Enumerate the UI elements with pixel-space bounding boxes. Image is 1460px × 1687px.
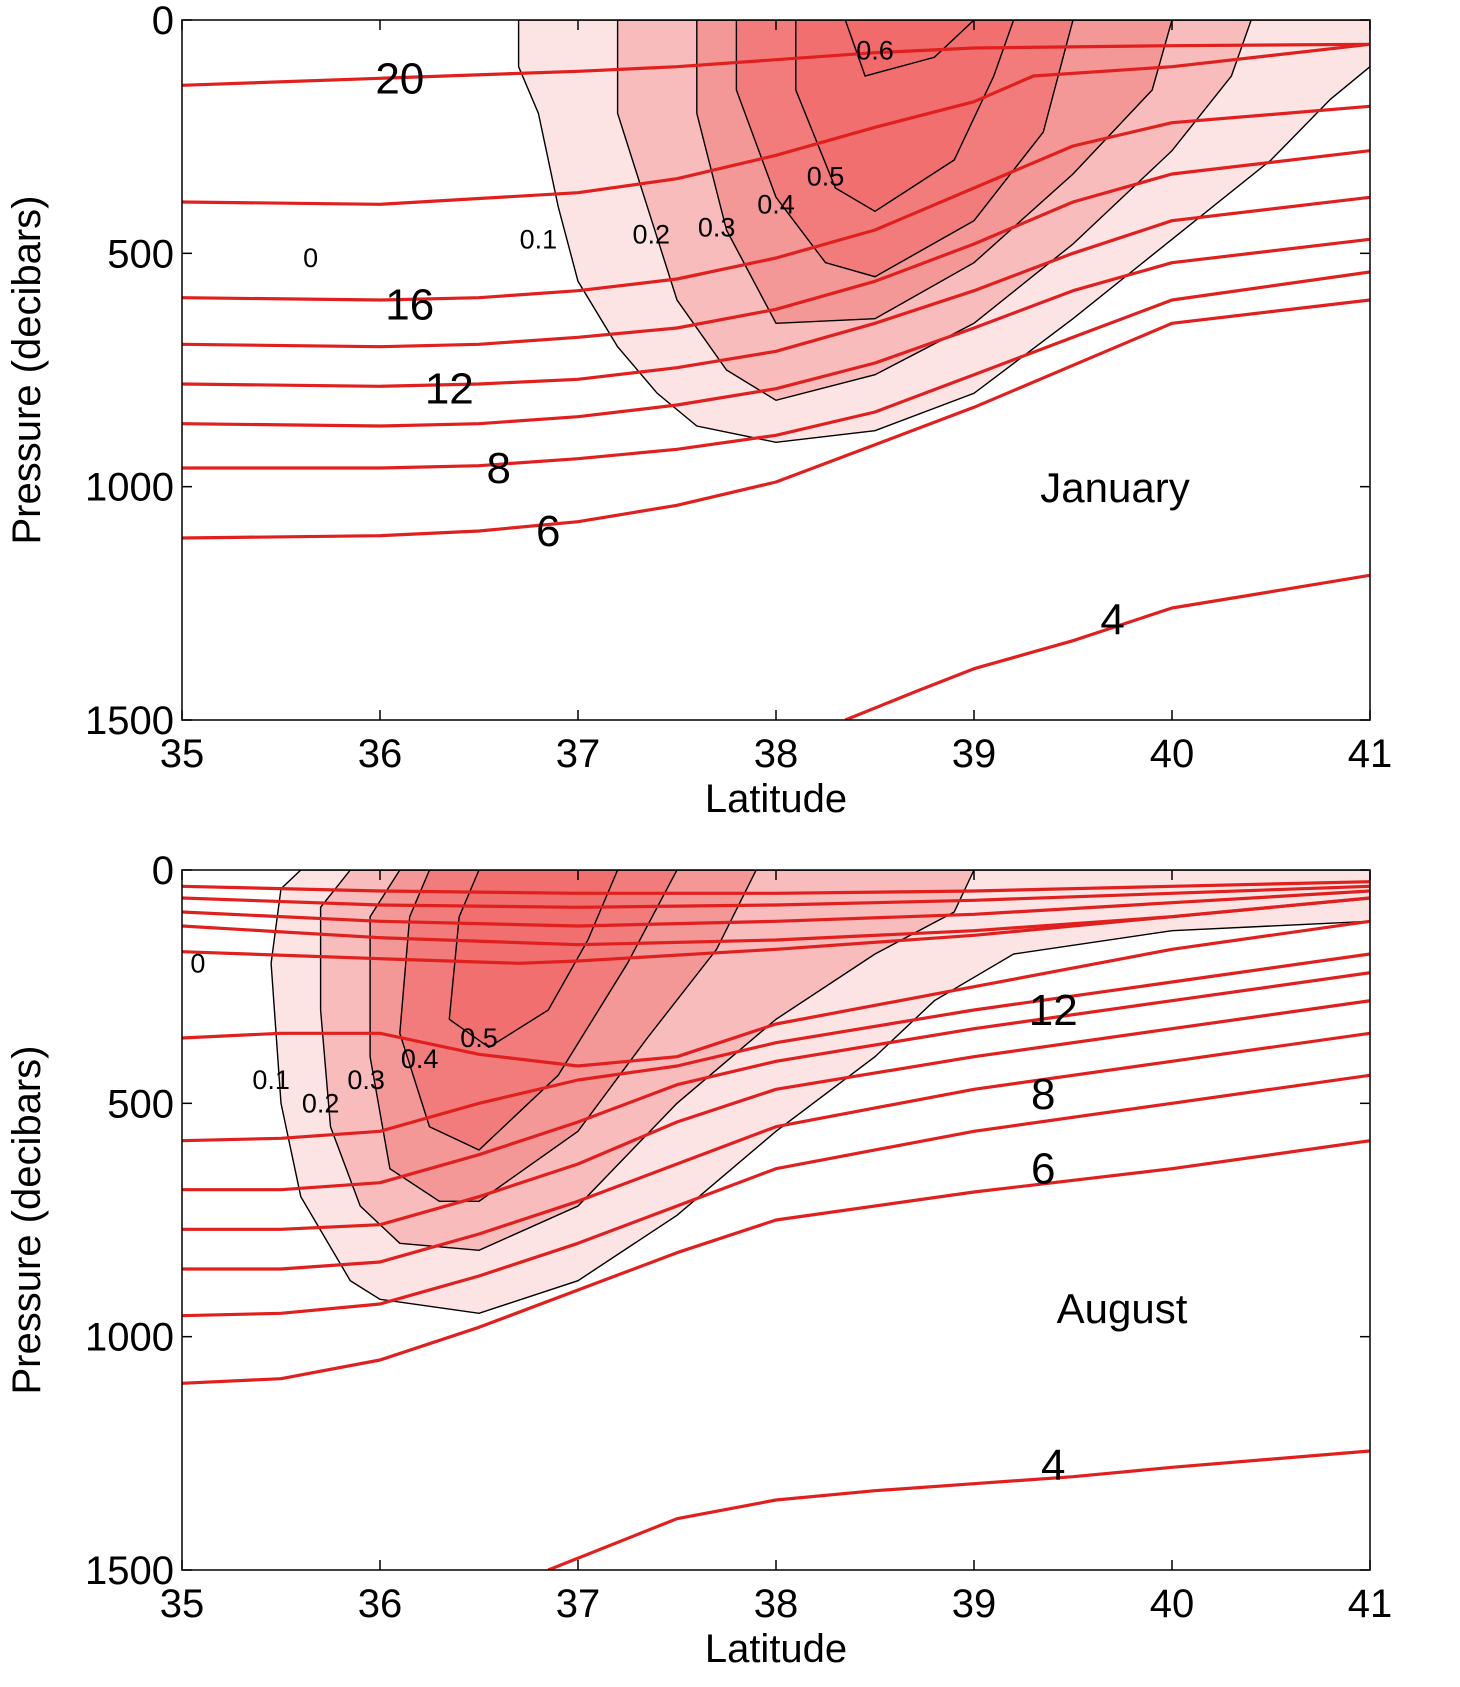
velocity-contour-0-6 (844, 20, 976, 77)
temperature-contour-14 (182, 971, 1370, 1192)
temperature-label: 4 (1100, 596, 1124, 645)
temperature-contour-8 (182, 1073, 1370, 1318)
x-tick-label: 35 (160, 732, 205, 776)
temperature-contour-20 (182, 42, 1370, 87)
velocity-label: 0.4 (401, 1044, 439, 1074)
temperature-label: 12 (1029, 986, 1078, 1035)
temperature-label: 16 (385, 281, 434, 330)
temperature-contour-6 (182, 298, 1370, 540)
temperature-contour-8 (182, 270, 1370, 470)
velocity-label: 0.3 (347, 1065, 385, 1095)
y-tick-label: 1500 (85, 699, 174, 743)
temperature-contour-24 (182, 889, 1370, 928)
velocity-label: 0.3 (698, 213, 736, 243)
temperature-label: 12 (425, 365, 474, 414)
plot-area (182, 20, 1370, 720)
temperature-contour-10 (182, 1031, 1370, 1271)
velocity-label: 0.1 (520, 224, 558, 254)
x-axis-label: Latitude (705, 1627, 847, 1671)
x-tick-label: 39 (952, 732, 997, 776)
month-label: August (1057, 1285, 1188, 1332)
temperature-contour-28 (182, 880, 1370, 895)
y-tick-label: 0 (152, 849, 174, 893)
temperature-contour-26 (182, 884, 1370, 909)
temperature-label: 4 (1041, 1441, 1065, 1490)
y-tick-label: 500 (107, 232, 174, 276)
temperature-label: 20 (375, 54, 424, 103)
temperature-contour-14 (182, 149, 1370, 349)
temperature-label: 6 (536, 507, 560, 556)
velocity-label: 0.6 (856, 35, 894, 65)
velocity-contour-0-5 (448, 870, 619, 1049)
x-tick-label: 40 (1150, 1582, 1195, 1626)
temperature-contour-10 (182, 237, 1370, 428)
temperature-contour-16 (182, 952, 1370, 1143)
x-tick-label: 36 (358, 1582, 403, 1626)
temperature-contour-20 (182, 896, 1370, 965)
plot-area (182, 870, 1370, 1570)
y-tick-label: 1000 (85, 1316, 174, 1360)
velocity-label: 0.5 (460, 1023, 498, 1053)
velocity-label: 0 (303, 243, 318, 273)
x-axis-label: Latitude (705, 777, 847, 821)
velocity-contour-0-5 (795, 20, 1015, 213)
x-tick-label: 41 (1348, 1582, 1393, 1626)
velocity-label: 0.2 (302, 1088, 340, 1118)
velocity-label: 0.2 (632, 220, 670, 250)
temperature-label: 6 (1031, 1145, 1055, 1194)
y-tick-label: 1500 (85, 1549, 174, 1593)
x-tick-label: 39 (952, 1582, 997, 1626)
temperature-contour-18 (182, 919, 1370, 1068)
january-panel: 35 36 37 38 39 40 41050010001500LatitudePressu… (5, 0, 1392, 821)
x-tick-label: 38 (754, 732, 799, 776)
temperature-contour-4 (844, 573, 1370, 720)
y-tick-label: 500 (107, 1082, 174, 1126)
temperature-contour-6 (182, 1139, 1370, 1385)
x-tick-label: 41 (1348, 732, 1393, 776)
temperature-contour-16 (182, 104, 1370, 302)
temperature-contour-12 (182, 999, 1370, 1231)
x-tick-label: 35 (160, 1582, 205, 1626)
y-tick-label: 0 (152, 0, 174, 43)
month-label: January (1040, 464, 1189, 511)
temperature-label: 8 (487, 444, 511, 493)
temperature-contour-18 (182, 42, 1370, 206)
x-tick-label: 40 (1150, 732, 1195, 776)
x-tick-label: 38 (754, 1582, 799, 1626)
velocity-label: 0.1 (252, 1065, 290, 1095)
velocity-label: 0.5 (807, 161, 845, 191)
x-tick-label: 37 (556, 732, 601, 776)
x-tick-label: 36 (358, 732, 403, 776)
temperature-contour-4 (547, 1449, 1370, 1570)
velocity-label: 0.4 (757, 189, 795, 219)
temperature-contour-12 (182, 195, 1370, 388)
temperature-label: 8 (1031, 1070, 1055, 1119)
x-tick-label: 37 (556, 1582, 601, 1626)
y-axis-label: Pressure (decibars) (5, 195, 49, 544)
y-tick-label: 1000 (85, 466, 174, 510)
velocity-label: 0 (190, 948, 205, 978)
y-axis-label: Pressure (decibars) (5, 1045, 49, 1394)
august-panel: 35 36 37 38 39 40 41050010001500LatitudePressu… (5, 849, 1392, 1671)
